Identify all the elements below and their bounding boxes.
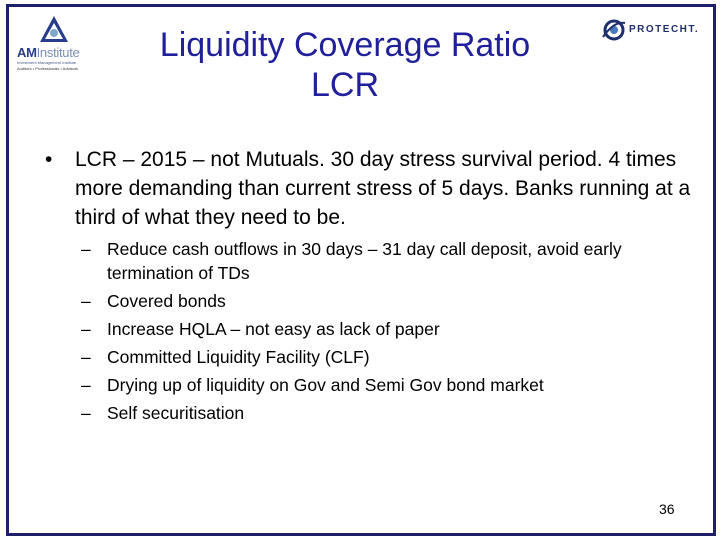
dash-marker: – — [81, 347, 91, 367]
sub-bullet-text: Committed Liquidity Facility (CLF) — [107, 347, 370, 367]
sub-bullet: – Covered bonds — [81, 289, 681, 313]
sub-bullet-text: Covered bonds — [107, 291, 226, 311]
protecht-wordmark: PROTECHT. — [629, 24, 700, 35]
dash-marker: – — [81, 319, 91, 339]
bullet-marker: • — [45, 148, 53, 171]
am-institute-logo: AMInstitute Investment Management Instit… — [17, 15, 87, 71]
sub-bullet-text: Drying up of liquidity on Gov and Semi G… — [107, 375, 544, 395]
slide-frame: AMInstitute Investment Management Instit… — [6, 4, 716, 536]
dash-marker: – — [81, 291, 91, 311]
sub-bullet: – Drying up of liquidity on Gov and Semi… — [81, 373, 681, 397]
sub-bullet: – Reduce cash outflows in 30 days – 31 d… — [81, 237, 681, 285]
main-bullet: • LCR – 2015 – not Mutuals. 30 day stres… — [45, 145, 695, 232]
slide-title-line-2: LCR — [310, 66, 380, 104]
sub-bullet: – Self securitisation — [81, 401, 681, 425]
sub-bullet: – Increase HQLA – not easy as lack of pa… — [81, 317, 681, 341]
sub-bullet-text: Increase HQLA – not easy as lack of pape… — [107, 319, 440, 339]
am-institute-tagline: Auditors • Professionals • Advisors — [17, 66, 79, 71]
main-bullet-text: LCR – 2015 – not Mutuals. 30 day stress … — [75, 148, 691, 229]
protecht-logo: PROTECHT. — [601, 17, 720, 43]
page-number: 36 — [659, 501, 675, 517]
am-institute-name: AMInstitute — [17, 45, 80, 60]
am-institute-subtitle: Investment Management Institute — [17, 60, 77, 65]
sub-bullet: – Committed Liquidity Facility (CLF) — [81, 345, 681, 369]
protecht-swirl-icon — [602, 19, 626, 41]
dash-marker: – — [81, 403, 91, 423]
slide-title: Liquidity Coverage Ratio LCR — [119, 25, 571, 105]
sub-bullet-text: Self securitisation — [107, 403, 245, 423]
dash-marker: – — [81, 239, 91, 259]
dash-marker: – — [81, 375, 91, 395]
sub-bullet-text: Reduce cash outflows in 30 days – 31 day… — [107, 239, 622, 283]
triangle-logo-icon — [40, 16, 68, 42]
slide-title-line-1: Liquidity Coverage Ratio — [159, 26, 531, 64]
sub-bullet-list: – Reduce cash outflows in 30 days – 31 d… — [81, 237, 681, 429]
